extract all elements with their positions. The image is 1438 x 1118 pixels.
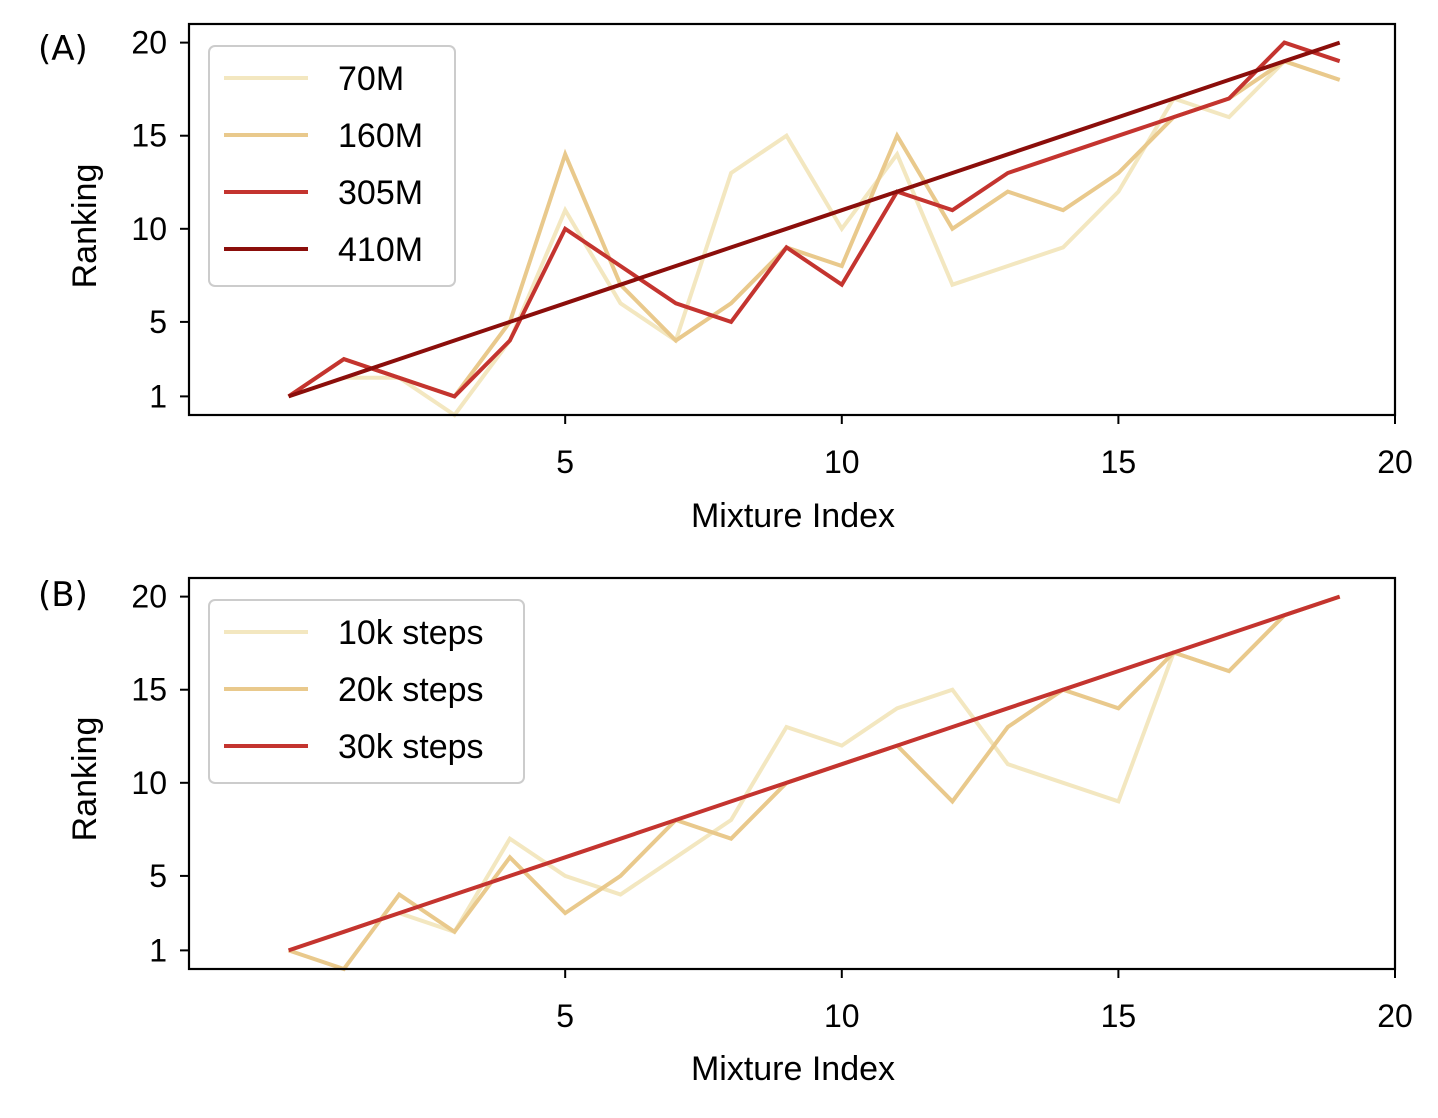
panel-b-legend-label-1: 20k steps	[338, 671, 484, 709]
panel-a-y-tick-label-4: 20	[131, 25, 167, 61]
panel-a-legend-items: 70M 160M 305M 410M	[224, 60, 423, 269]
panel-a-y-tick-label-1: 5	[149, 304, 167, 340]
panel-b-x-tick-label-3: 20	[1377, 998, 1413, 1034]
panel-b-y-tick-label-2: 10	[131, 765, 167, 801]
panel-a-series-line-2	[287, 40, 1341, 399]
panel-b-label: (B)	[38, 575, 88, 615]
panel-b-y-tick-label-3: 15	[131, 672, 167, 708]
panel-a-x-tick-label-2: 15	[1101, 444, 1137, 480]
panel-a-series-line-3	[287, 40, 1341, 399]
panel-a-legend-label-1: 160M	[338, 117, 423, 155]
panel-b-x-tick-label-2: 15	[1101, 998, 1137, 1034]
panel-a-label: (A)	[38, 29, 88, 69]
panel-a-x-axis-label: Mixture Index	[691, 497, 895, 535]
panel-b-legend: 10k steps 20k steps 30k steps	[208, 599, 525, 784]
panel-b-y-tick-label-1: 5	[149, 858, 167, 894]
panel-a-plot-lines	[287, 40, 1341, 418]
panel-a-legend: 70M 160M 305M 410M	[208, 45, 456, 287]
panel-a-y-axis-label: Ranking	[66, 164, 104, 289]
panel-a-legend-frame	[208, 45, 456, 287]
panel-a-x-tick-label-0: 5	[556, 444, 574, 480]
panel-b-x-tick-label-0: 5	[556, 998, 574, 1034]
panel-b-x-tick-label-1: 10	[824, 998, 860, 1034]
panel-a-series-line-1	[287, 58, 1341, 399]
panel-a-y-tick-label-3: 15	[131, 118, 167, 154]
panel-a-x-ticks: 5 10 15 20	[556, 415, 1413, 480]
panel-b-x-ticks: 5 10 15 20	[556, 969, 1413, 1034]
panel-b-legend-items: 10k steps 20k steps 30k steps	[224, 614, 484, 766]
panel-b-plot-lines	[287, 594, 1341, 972]
panel-b-y-tick-label-4: 20	[131, 579, 167, 615]
panel-b-legend-label-2: 30k steps	[338, 728, 484, 766]
panel-a-legend-label-0: 70M	[338, 60, 404, 98]
panel-a-plot-frame	[187, 22, 1397, 417]
panel-a-y-tick-label-2: 10	[131, 211, 167, 247]
panel-b-series-line-2	[287, 594, 1341, 953]
panel-a-series-line-0	[287, 58, 1341, 418]
panel-a-legend-label-2: 305M	[338, 174, 423, 212]
panel-a-legend-label-3: 410M	[338, 231, 423, 269]
panel-b-legend-frame	[208, 599, 525, 784]
panel-b-y-tick-label-0: 1	[149, 932, 167, 968]
panel-b-legend-label-0: 10k steps	[338, 614, 484, 652]
panel-a-y-tick-label-0: 1	[149, 378, 167, 414]
panel-b-x-axis-label: Mixture Index	[691, 1050, 895, 1088]
panel-a-x-tick-label-3: 20	[1377, 444, 1413, 480]
panel-b-plot-frame	[187, 576, 1397, 971]
panel-a-x-tick-label-1: 10	[824, 444, 860, 480]
panel-b-y-axis-label: Ranking	[66, 717, 104, 842]
